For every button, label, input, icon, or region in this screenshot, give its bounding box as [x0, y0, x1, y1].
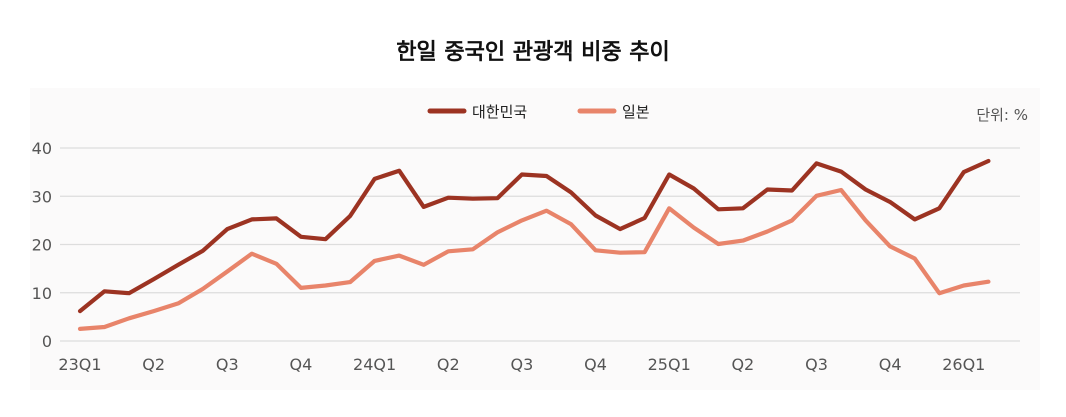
x-tick-label: Q4 [879, 355, 902, 374]
y-tick-label: 20 [32, 236, 52, 255]
x-tick-label: Q2 [437, 355, 460, 374]
x-tick-label: 23Q1 [58, 355, 101, 374]
x-tick-label: Q3 [805, 355, 828, 374]
series-line [77, 187, 991, 331]
y-tick-label: 40 [32, 139, 52, 158]
x-tick-label: Q2 [142, 355, 165, 374]
x-tick-label: 24Q1 [353, 355, 396, 374]
unit-label: 단위: % [976, 106, 1028, 124]
series-line [77, 158, 991, 314]
y-tick-label: 30 [32, 187, 52, 206]
x-tick-label: Q2 [731, 355, 754, 374]
x-tick-label: Q3 [216, 355, 239, 374]
chart-title: 한일 중국인 관광객 비중 추이 [396, 40, 670, 65]
chart-panel: 0 10 20 30 40 23Q1 Q2 Q3 Q4 24Q1 Q2 Q3 Q4 25Q1 Q2 Q3 Q4 2… [30, 88, 1040, 390]
line-chart: 0 10 20 30 40 23Q1 Q2 Q3 Q4 24Q1 Q2 Q3 Q4 25Q1 Q2 Q3 Q4 2… [32, 103, 1028, 374]
y-tick-label: 10 [32, 284, 52, 303]
x-tick-label: Q4 [584, 355, 607, 374]
x-tick-label: 26Q1 [942, 355, 985, 374]
legend-label: 일본 [622, 103, 650, 121]
legend-label: 대한민국 [472, 103, 527, 121]
y-tick-label: 0 [42, 332, 52, 351]
x-tick-label: Q4 [290, 355, 313, 374]
x-tick-label: Q3 [511, 355, 534, 374]
x-tick-label: 25Q1 [648, 355, 691, 374]
